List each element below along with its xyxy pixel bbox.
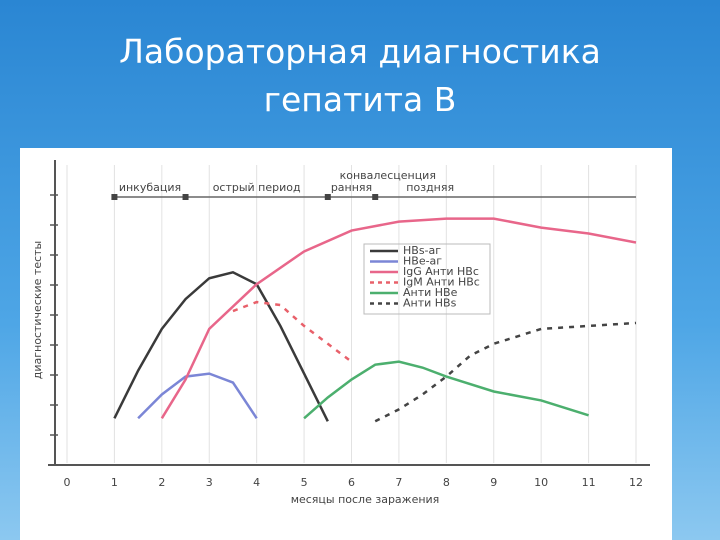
series-line	[374, 321, 637, 423]
legend-label: IgM Анти HBc	[403, 276, 480, 289]
x-tick-label: 8	[443, 476, 450, 489]
x-tick-label: 12	[629, 476, 643, 489]
phase-label: инкубация	[119, 181, 181, 194]
legend-label: HBe-аг	[403, 255, 442, 268]
phase-label: поздняя	[406, 181, 454, 194]
legend-box	[363, 243, 491, 315]
x-tick-label: 6	[348, 476, 355, 489]
phase-label: ранняя	[331, 181, 372, 194]
series-line	[137, 372, 258, 420]
phase-marker	[182, 194, 189, 200]
phase-group-label: конвалесценция	[340, 169, 436, 182]
legend-label: IgG Анти HBc	[403, 265, 479, 278]
x-tick-label: 9	[490, 476, 497, 489]
legend-label: HBs-аг	[403, 244, 441, 257]
legend-label: Анти HBs	[403, 297, 457, 310]
chart-background	[20, 148, 672, 540]
y-axis-label: диагностические тесты	[31, 241, 44, 380]
x-tick-label: 0	[64, 476, 71, 489]
x-tick-label: 11	[582, 476, 596, 489]
phase-marker	[324, 194, 331, 200]
phase-label: острый период	[213, 181, 301, 194]
x-tick-label: 3	[206, 476, 213, 489]
x-axis-label: месяцы после заражения	[291, 493, 440, 506]
x-tick-label: 10	[534, 476, 548, 489]
series-line	[113, 270, 329, 422]
slide-title: Лабораторная диагностика гепатита В	[119, 32, 601, 119]
x-tick-label: 5	[301, 476, 308, 489]
phase-marker	[372, 194, 379, 200]
series-line	[160, 217, 637, 419]
x-tick-label: 1	[111, 476, 118, 489]
legend-label: Анти HBe	[403, 286, 458, 299]
x-tick-label: 7	[395, 476, 402, 489]
phase-marker	[111, 194, 118, 200]
series-line	[303, 360, 589, 420]
x-tick-label: 2	[158, 476, 165, 489]
x-tick-label: 4	[253, 476, 260, 489]
